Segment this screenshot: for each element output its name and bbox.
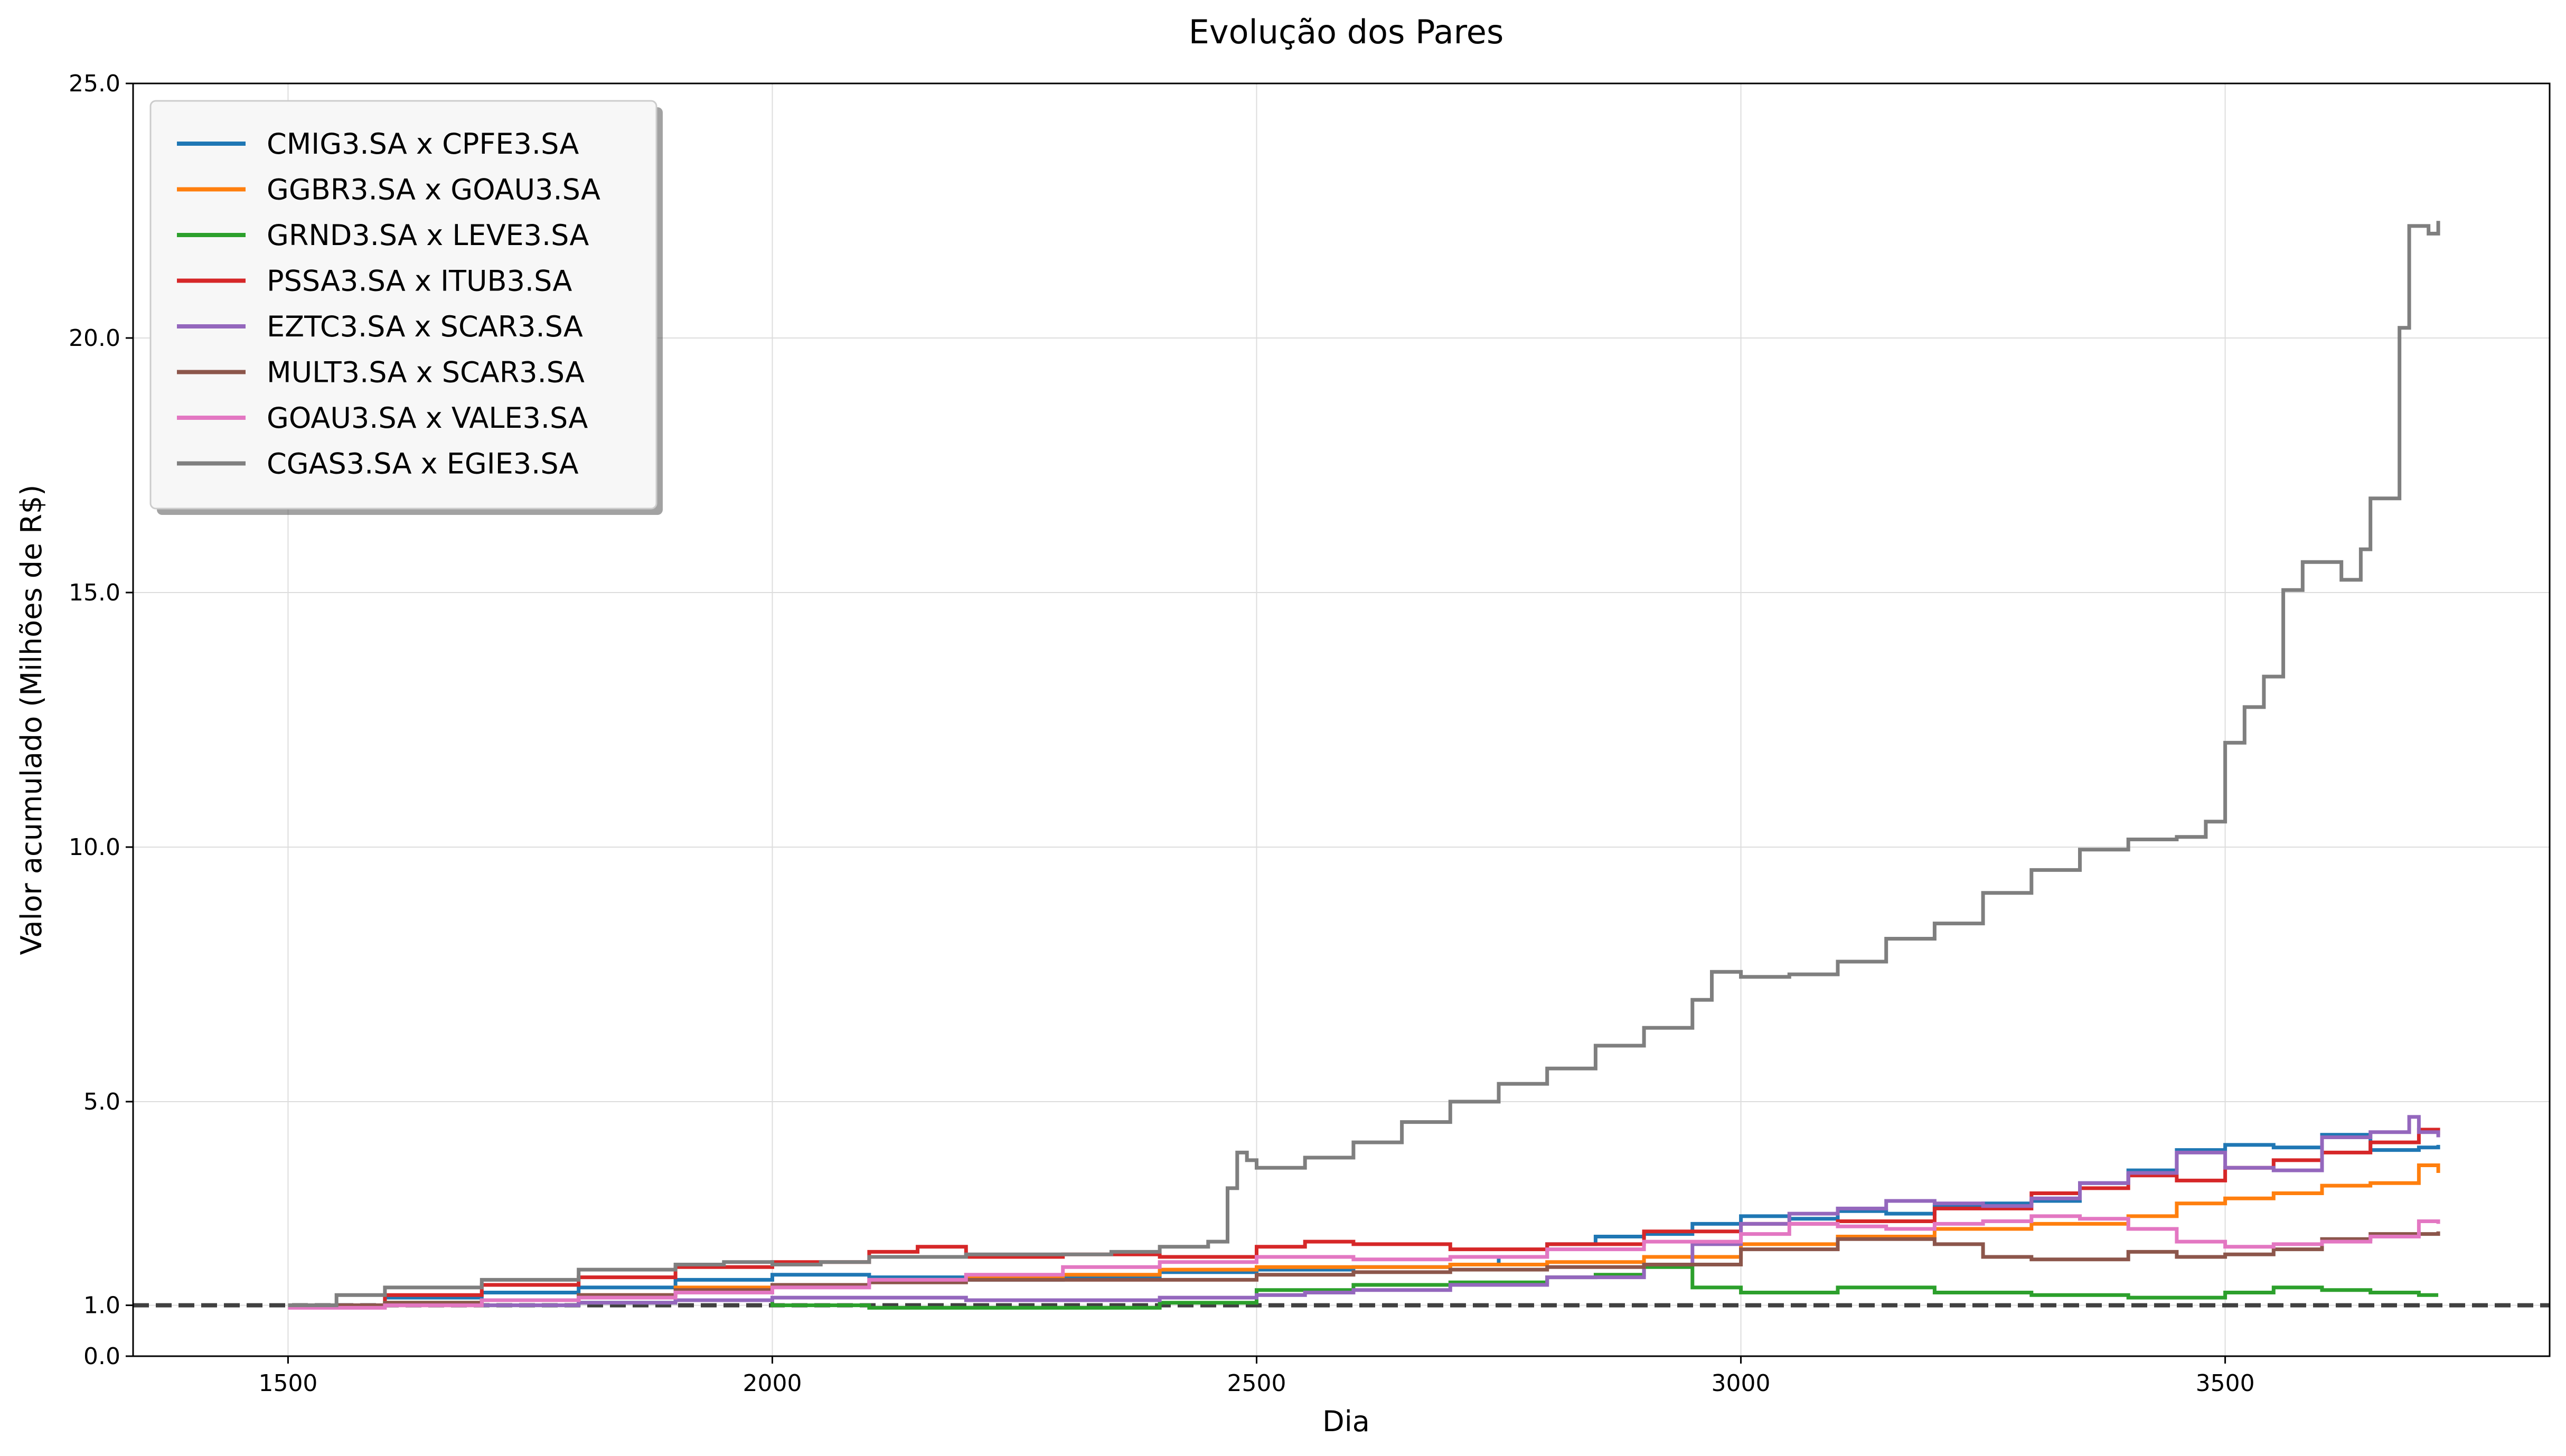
legend-label-4: EZTC3.SA x SCAR3.SA	[267, 310, 583, 343]
y-tick-label: 0.0	[83, 1343, 120, 1370]
y-tick-label: 10.0	[69, 834, 120, 861]
x-tick-label: 3000	[1712, 1370, 1771, 1397]
y-tick-label: 5.0	[83, 1088, 120, 1115]
x-tick-label: 3500	[2196, 1370, 2255, 1397]
legend-label-6: GOAU3.SA x VALE3.SA	[267, 401, 588, 435]
y-axis-label: Valor acumulado (Milhões de R$)	[15, 485, 48, 955]
legend-label-2: GRND3.SA x LEVE3.SA	[267, 219, 589, 252]
legend-label-7: CGAS3.SA x EGIE3.SA	[267, 447, 579, 481]
legend-label-0: CMIG3.SA x CPFE3.SA	[267, 127, 579, 161]
y-tick-label: 25.0	[69, 70, 120, 97]
x-tick-label: 2500	[1227, 1370, 1286, 1397]
y-tick-label: 20.0	[69, 325, 120, 352]
legend-label-3: PSSA3.SA x ITUB3.SA	[267, 265, 572, 298]
y-tick-label: 1.0	[83, 1292, 120, 1319]
x-tick-label: 1500	[258, 1370, 317, 1397]
legend-label-5: MULT3.SA x SCAR3.SA	[267, 356, 585, 389]
y-tick-label: 15.0	[69, 579, 120, 606]
legend-label-1: GGBR3.SA x GOAU3.SA	[267, 173, 600, 206]
x-tick-label: 2000	[742, 1370, 802, 1397]
x-axis-label: Dia	[1322, 1405, 1370, 1438]
chart-title: Evolução dos Pares	[1189, 13, 1504, 51]
legend: CMIG3.SA x CPFE3.SA GGBR3.SA x GOAU3.SA GR…	[151, 101, 663, 515]
